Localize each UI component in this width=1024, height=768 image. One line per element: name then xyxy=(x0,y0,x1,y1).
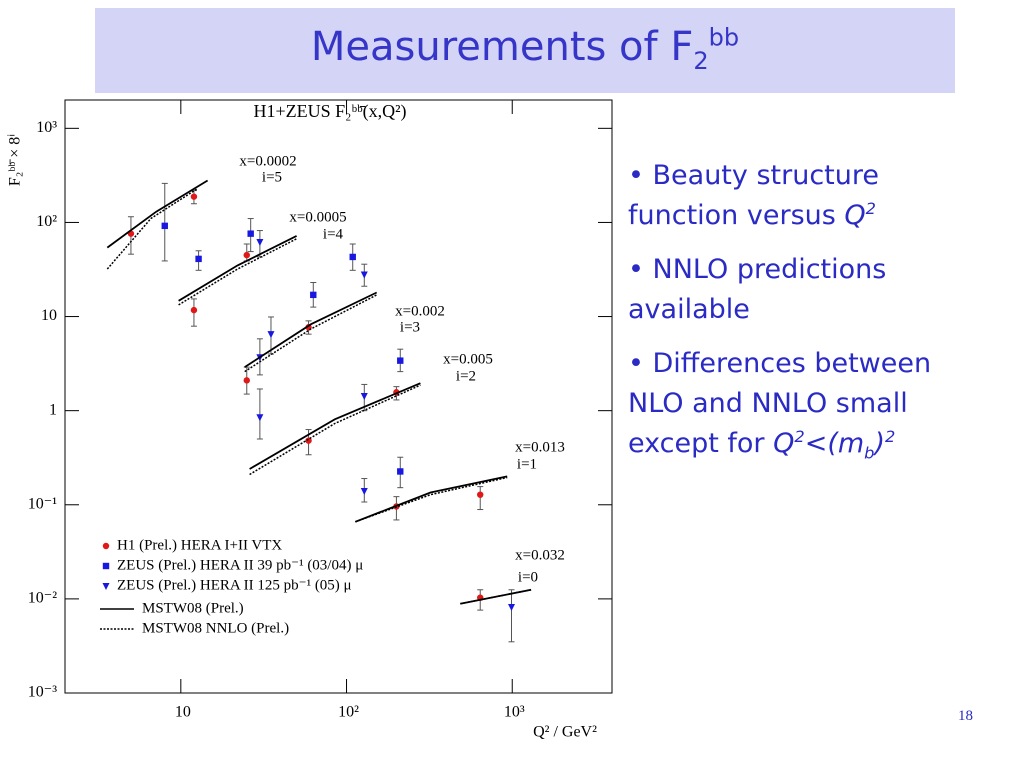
annotation: i=2 xyxy=(456,368,476,384)
annotation: x=0.002 xyxy=(395,303,445,319)
curve xyxy=(106,179,532,605)
text-run: 2 xyxy=(865,199,876,218)
bullet-list: • Beauty structure function versus Q2 • N… xyxy=(628,156,988,478)
data-point xyxy=(477,491,484,498)
data-point xyxy=(310,291,317,299)
annotation: i=5 xyxy=(262,169,282,185)
data-point xyxy=(397,357,404,364)
data-point xyxy=(161,222,168,230)
y-tick-label: 10⁻¹ xyxy=(28,495,57,512)
page-number: 18 xyxy=(958,708,973,724)
text-run: b xyxy=(864,443,875,463)
y-tick-label: 10³ xyxy=(36,119,57,136)
data-point xyxy=(360,488,368,496)
data-point xyxy=(508,603,516,611)
data-point xyxy=(256,238,264,246)
text-run: Q xyxy=(844,200,866,231)
data-point xyxy=(360,271,368,279)
annotation: i=0 xyxy=(518,569,538,585)
legend-label: ZEUS (Prel.) HERA II 39 pb⁻¹ (03/04) μ xyxy=(117,557,363,573)
annotation: i=1 xyxy=(517,456,537,472)
annotation: x=0.0002 xyxy=(239,153,296,169)
annotation: x=0.032 xyxy=(515,547,565,563)
data-point xyxy=(256,414,264,422)
data-point xyxy=(195,255,202,263)
x-axis-label: Q² / GeV² xyxy=(533,724,597,741)
text-run: ) xyxy=(874,428,885,459)
data-point xyxy=(247,230,254,237)
text-run: 2 xyxy=(794,427,805,446)
plot-frame xyxy=(64,99,613,694)
text-run: 2 xyxy=(885,427,896,446)
data-point xyxy=(190,193,198,200)
data-point xyxy=(349,253,356,261)
bullet: • Beauty structure function versus Q2 xyxy=(628,156,988,236)
data-point xyxy=(267,331,275,339)
legend-marker xyxy=(102,542,110,550)
text-run: • Beauty structure function versus xyxy=(628,160,879,231)
y-tick-label: 10⁻² xyxy=(28,590,57,607)
x-tick-label: 10² xyxy=(338,704,359,721)
text-run: Q xyxy=(773,428,795,459)
text-run: <(m xyxy=(804,428,865,459)
text-run: • NNLO predictions available xyxy=(628,254,887,325)
annotation: x=0.0005 xyxy=(289,209,346,225)
text-run: bb xyxy=(708,23,740,52)
text-run: • Differences between NLO and NNLO small… xyxy=(628,348,932,459)
legend-label: H1 (Prel.) HERA I+II VTX xyxy=(117,537,282,553)
annotation: x=0.005 xyxy=(443,351,493,367)
y-tick-label: 10² xyxy=(36,213,57,230)
chart-title: H1+ZEUS F₂ᵇᵇ̄(x,Q²) xyxy=(254,101,407,122)
curve xyxy=(106,187,532,605)
annotation: x=0.013 xyxy=(515,439,565,455)
data-point xyxy=(190,306,198,314)
data-point xyxy=(360,393,368,401)
legend-label: MSTW08 NNLO (Prel.) xyxy=(142,620,289,636)
bullet: • Differences between NLO and NNLO small… xyxy=(628,344,988,464)
y-tick-label: 1 xyxy=(49,401,57,418)
text-run: Measurements of F xyxy=(310,24,694,70)
legend-label: MSTW08 (Prel.) xyxy=(142,600,244,616)
data-point xyxy=(243,251,250,259)
slide-title: Measurements of F2bb xyxy=(95,8,955,93)
y-tick-label: 10⁻³ xyxy=(28,684,57,701)
x-tick-label: 10 xyxy=(175,704,191,721)
text-run: 2 xyxy=(693,47,709,75)
bullet: • NNLO predictions available xyxy=(628,250,988,330)
data-point xyxy=(243,377,250,384)
legend-label: ZEUS (Prel.) HERA II 125 pb⁻¹ (05) μ xyxy=(117,577,352,593)
x-tick-label: 10³ xyxy=(504,704,525,721)
annotation: i=3 xyxy=(400,319,420,335)
annotation: i=4 xyxy=(323,226,344,242)
y-axis-label: F₂ᵇᵇ̄ × 8ⁱ xyxy=(7,134,24,186)
legend-marker xyxy=(102,583,110,590)
legend-marker xyxy=(102,562,110,570)
chart: H1+ZEUS F₂ᵇᵇ̄(x,Q²) Q² / GeV² F₂ᵇᵇ̄ × 8ⁱ… xyxy=(7,99,613,741)
data-point xyxy=(397,468,404,475)
y-tick-label: 10 xyxy=(41,307,57,324)
